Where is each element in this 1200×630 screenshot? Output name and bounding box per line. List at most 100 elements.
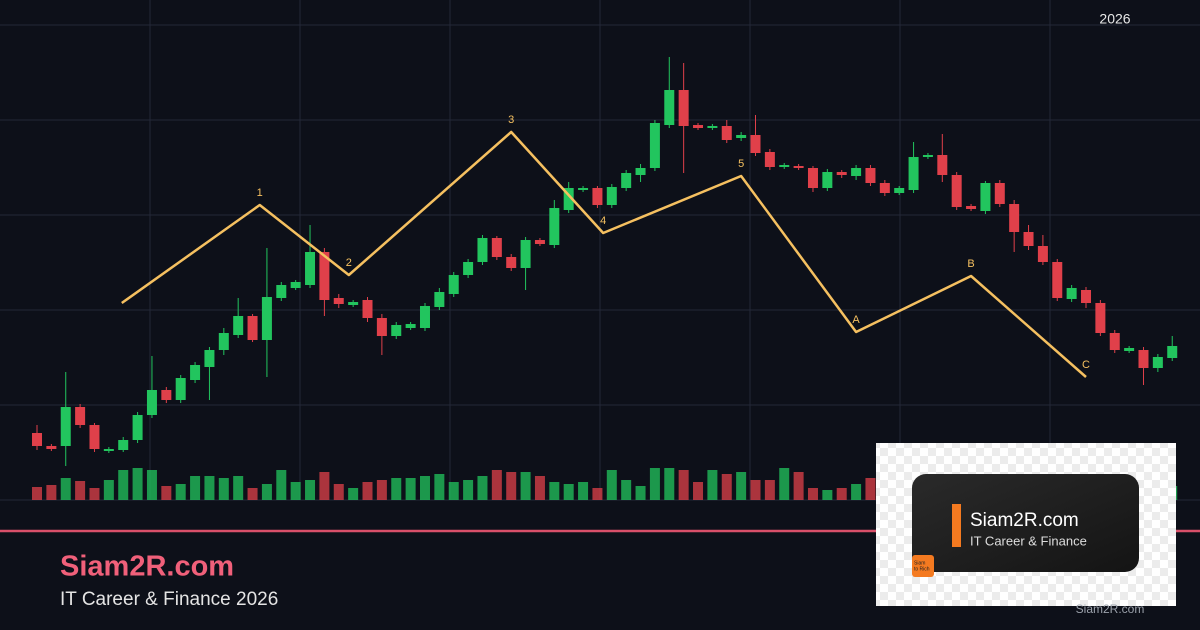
candle-body: [764, 152, 775, 167]
candle-body: [1138, 350, 1149, 368]
vertical-grid: [149, 0, 1051, 500]
volume-bar: [822, 490, 833, 500]
wave-line: [121, 130, 1087, 378]
volume-bar: [520, 472, 531, 500]
volume-bar: [60, 478, 71, 500]
volume-bar: [362, 482, 373, 500]
candle-body: [1023, 232, 1034, 246]
wave-label: 5: [738, 158, 744, 170]
candle-body: [305, 252, 316, 285]
volume-bar: [247, 488, 258, 500]
icon-text: Siam: [914, 560, 925, 566]
candle-body: [448, 275, 459, 294]
volume-bar: [635, 486, 646, 500]
candle-body: [190, 365, 201, 380]
candle-body: [621, 173, 632, 188]
candle-body: [103, 449, 114, 451]
candle-body: [678, 90, 689, 126]
candle-body: [362, 300, 373, 318]
candle-body: [563, 188, 574, 210]
candle-body: [578, 188, 589, 190]
volume-bar: [103, 480, 114, 500]
volume-bar: [621, 480, 632, 500]
candle-body: [822, 172, 833, 188]
candle-body: [46, 446, 57, 449]
candle-body: [793, 166, 804, 168]
candle-body: [118, 440, 129, 450]
volume-bar: [276, 470, 287, 500]
candle-body: [750, 135, 761, 153]
volume-bar: [290, 482, 301, 500]
volume-bar: [89, 488, 100, 500]
volume-bar: [693, 482, 704, 500]
volume-bar: [118, 470, 129, 500]
candle-body: [161, 390, 172, 400]
volume-bar: [434, 474, 445, 500]
volume-bar: [204, 476, 215, 500]
brand-subtitle: IT Career & Finance 2026: [60, 589, 278, 610]
candle-body: [477, 238, 488, 262]
logo-card: Siam2R.com IT Career & Finance Siam to R…: [876, 443, 1176, 616]
volume-bar: [32, 487, 42, 500]
year-label: 2026: [1099, 11, 1130, 27]
volume-bar: [563, 484, 574, 500]
volume-bar: [764, 480, 775, 500]
volume-bar: [161, 486, 172, 500]
candle-body: [894, 188, 905, 193]
candle-body: [1009, 204, 1020, 232]
volume-bar: [175, 484, 186, 500]
candle-body: [419, 306, 430, 328]
volume-bar: [491, 470, 502, 500]
wave-label: A: [852, 314, 860, 326]
candle-body: [1037, 246, 1048, 262]
volume-bar: [132, 468, 143, 500]
candle-body: [549, 208, 560, 245]
candle-body: [592, 188, 603, 205]
candle-body: [218, 333, 229, 350]
volume-bar: [606, 470, 617, 500]
volume-bar: [305, 480, 316, 500]
candle-body: [348, 302, 359, 305]
candle-body: [1109, 333, 1120, 350]
candle-body: [146, 390, 157, 415]
candle-body: [75, 407, 86, 425]
volume-bar: [333, 484, 344, 500]
volume-bar: [750, 480, 761, 500]
volume-bar: [261, 484, 272, 500]
candle-body: [721, 126, 732, 140]
accent-bar: [952, 504, 961, 547]
candle-body: [1095, 303, 1106, 333]
wave-label: 1: [257, 187, 263, 199]
candle-body: [865, 168, 876, 183]
candle-body: [89, 425, 100, 449]
candle-body: [175, 378, 186, 400]
candle-body: [980, 183, 991, 211]
candle-body: [534, 240, 545, 244]
card-subtitle: IT Career & Finance: [970, 533, 1087, 548]
volume-bar: [405, 478, 416, 500]
volume-bar: [649, 468, 660, 500]
candle-body: [204, 350, 215, 367]
volume-bar: [534, 476, 545, 500]
volume-bar: [376, 480, 387, 500]
candle-body: [649, 123, 660, 168]
volume-bar: [865, 478, 876, 500]
volume-bar: [836, 488, 847, 500]
volume-bar: [448, 482, 459, 500]
volume-bar: [664, 468, 675, 500]
wave-label: B: [967, 258, 974, 270]
candle-body: [463, 262, 474, 275]
candle-body: [1124, 348, 1135, 351]
candle-body: [1052, 262, 1063, 298]
volume-bar: [463, 480, 474, 500]
footer: Siam2R.com: [1076, 602, 1145, 616]
candle-body: [376, 318, 387, 336]
candle-body: [635, 168, 646, 175]
candle-body: [290, 282, 301, 288]
volume-bar: [391, 478, 402, 500]
candle-body: [520, 240, 531, 268]
candle-body: [664, 90, 675, 125]
candle-body: [1152, 357, 1163, 368]
candle-body: [879, 183, 890, 193]
